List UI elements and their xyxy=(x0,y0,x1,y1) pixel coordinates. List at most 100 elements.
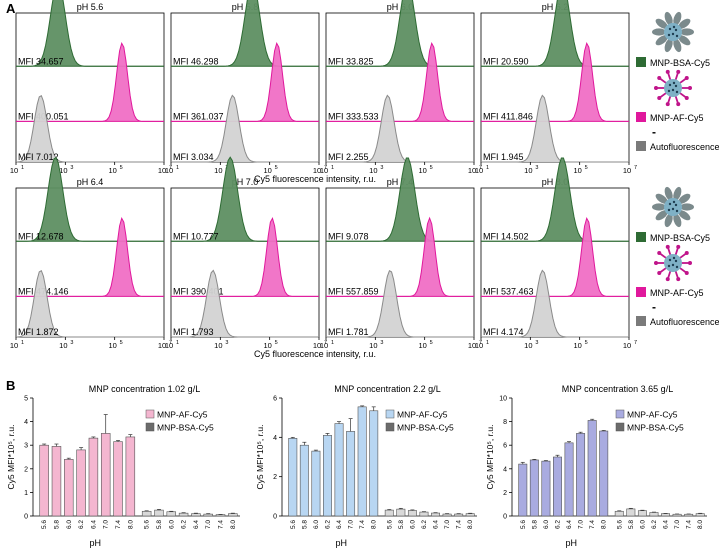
bar-af xyxy=(51,446,62,517)
category-label: 6.2 xyxy=(78,520,85,529)
bsa-petal xyxy=(664,213,673,228)
y-tick-label: 10 xyxy=(499,396,507,403)
x-tick-label: 10 xyxy=(418,341,426,350)
histogram-title: pH 6.0 xyxy=(387,2,414,12)
y-axis-label: Cy5 MFI*10⁵, r.u. xyxy=(485,425,495,490)
category-label: 6.0 xyxy=(66,520,73,529)
particle-core xyxy=(664,254,682,272)
histogram-fill-bsa xyxy=(481,158,629,242)
histogram-title: pH 6.4 xyxy=(77,177,104,187)
histogram-fill-af xyxy=(16,218,164,297)
histogram-curve-auto xyxy=(326,269,474,338)
x-tick-label: 10 xyxy=(59,341,67,350)
category-label: 7.4 xyxy=(456,520,463,529)
mfi-label-af: MFI 557.859 xyxy=(328,286,379,296)
core-dot xyxy=(674,28,678,32)
y-tick-label: 6 xyxy=(503,443,507,450)
x-tick-label: 10 xyxy=(623,341,631,350)
bar-af xyxy=(529,459,539,517)
histogram-xlabel-row2: Cy5 fluorescence intensity, r.u. xyxy=(254,349,376,359)
y-axis-label: Cy5 MFI*10⁵, r.u. xyxy=(6,425,16,490)
category-label: 5.8 xyxy=(628,520,635,529)
core-dot xyxy=(667,89,671,93)
bar-af xyxy=(564,442,574,517)
bar-bsa xyxy=(661,513,670,517)
y-tick-label: 2 xyxy=(503,490,507,497)
category-label: 5.6 xyxy=(616,520,623,529)
bar-af xyxy=(323,435,332,517)
histogram-curve-auto xyxy=(15,94,164,163)
category-label: 7.0 xyxy=(348,520,355,529)
x-tick-label: 10 xyxy=(573,341,581,350)
core-dot xyxy=(671,32,675,36)
x-tick-label: 10 xyxy=(165,166,173,175)
x-tick-label: 10 xyxy=(158,341,166,350)
bsa-petal xyxy=(664,38,673,53)
legend-label-bsa: MNP-BSA-Cy5 xyxy=(650,233,710,243)
histogram-title: pH 5.6 xyxy=(77,2,104,12)
bsa-petal xyxy=(664,11,673,26)
x-tick-exponent: 5 xyxy=(275,340,278,346)
bar-legend-label: MNP-AF-Cy5 xyxy=(627,410,678,420)
category-label: 6.2 xyxy=(421,520,428,529)
core-dot xyxy=(667,33,671,37)
bar-bsa xyxy=(442,513,452,517)
particle-core xyxy=(664,79,682,97)
bar-chart-title: MNP concentration 3.65 g/L xyxy=(562,384,673,394)
bar-chart: MNP concentration 3.65 g/L 0 2 4 6 8 10 Cy5 MFI… xyxy=(485,384,707,548)
af-tip xyxy=(688,261,692,265)
x-tick-label: 10 xyxy=(10,341,18,350)
bar-af xyxy=(587,420,597,517)
x-tick-exponent: 1 xyxy=(176,165,179,171)
af-tip xyxy=(676,277,681,282)
histogram-fill-bsa xyxy=(16,157,164,242)
category-label: 8.0 xyxy=(697,520,704,529)
x-tick-exponent: 1 xyxy=(331,340,334,346)
x-tick-exponent: 1 xyxy=(21,165,24,171)
legend-swatch-bsa xyxy=(636,232,646,242)
x-tick-label: 10 xyxy=(468,166,476,175)
legend-swatch-af xyxy=(636,112,646,122)
histogram-fill-af xyxy=(326,218,474,297)
category-label: 7.0 xyxy=(444,520,451,529)
af-tip xyxy=(684,270,689,275)
category-label: 6.2 xyxy=(554,520,561,529)
category-label: 8.0 xyxy=(467,520,474,529)
bar-bsa xyxy=(614,510,624,517)
histogram-fill-auto xyxy=(171,270,319,337)
x-tick-exponent: 7 xyxy=(634,165,637,171)
mfi-label-af: MFI 390.401 xyxy=(173,286,224,296)
histogram-fill-auto xyxy=(16,270,164,337)
core-dot xyxy=(674,84,678,88)
af-tip xyxy=(684,95,689,100)
x-tick-label: 10 xyxy=(320,341,328,350)
bar-af xyxy=(553,456,562,517)
mfi-label-bsa: MFI 9.078 xyxy=(328,231,369,241)
af-tip xyxy=(654,86,658,90)
bar-chart: MNP concentration 1.02 g/L 0 1 2 3 4 5 Cy5 MFI*… xyxy=(6,384,240,548)
x-tick-exponent: 7 xyxy=(324,340,327,346)
category-label: 7.0 xyxy=(578,520,585,529)
bar-af xyxy=(357,406,367,517)
y-tick-label: 2 xyxy=(273,474,277,481)
x-tick-exponent: 3 xyxy=(70,340,73,346)
bsa-petal xyxy=(655,18,668,29)
core-dot xyxy=(675,209,679,213)
bsa-petal xyxy=(680,203,694,211)
bsa-petal xyxy=(673,186,682,201)
category-label: 7.4 xyxy=(359,520,366,529)
histogram-fill-af xyxy=(171,43,319,122)
bsa-petal xyxy=(673,38,682,53)
mfi-label-bsa: MFI 34.657 xyxy=(18,56,64,66)
y-tick-label: 2 xyxy=(24,466,28,473)
y-tick-label: 4 xyxy=(273,435,277,442)
category-label: 6.4 xyxy=(336,520,343,529)
category-label: 7.4 xyxy=(589,520,596,529)
mfi-label-af: MFI 333.533 xyxy=(328,111,379,121)
af-tip xyxy=(665,102,670,107)
af-tip xyxy=(654,261,658,265)
af-tip xyxy=(684,251,689,256)
af-tip xyxy=(657,251,662,256)
bar-bsa xyxy=(166,511,177,517)
